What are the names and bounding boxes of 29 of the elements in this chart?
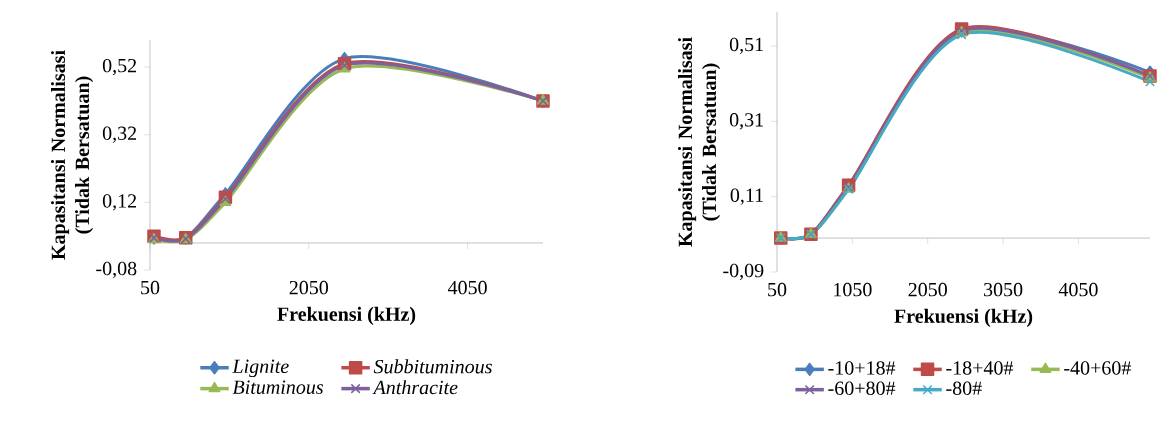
y-tick-label: -0,08 bbox=[96, 261, 137, 279]
legend-label: -10+18# bbox=[828, 361, 896, 375]
x-tick-label: 2050 bbox=[908, 282, 947, 297]
x-tick-label: 1050 bbox=[834, 282, 872, 297]
legend-label: -60+80# bbox=[828, 381, 896, 396]
x-tick-label: 50 bbox=[768, 282, 787, 297]
y-axis-title: Kapasitansi Normalisasi (Tidak Bersatuan) bbox=[51, 50, 94, 260]
x-tick-label: 2050 bbox=[289, 280, 329, 295]
legend-label: Bituminous bbox=[232, 380, 324, 394]
legend-label: -40+60# bbox=[1064, 361, 1131, 375]
x-tick-label: 50 bbox=[141, 280, 160, 295]
x-axis-title: Frekuensi (kHz) bbox=[894, 308, 1033, 327]
x-tick-label: 4050 bbox=[1058, 282, 1098, 297]
y-tick-label: -0,09 bbox=[723, 263, 764, 281]
legend-label: Anthracite bbox=[372, 380, 458, 395]
y-tick-label: 0,52 bbox=[102, 58, 137, 76]
legend-label: Subbituminous bbox=[373, 359, 492, 374]
y-axis-title: Kapasitansi Normalisasi (Tidak Bersatuan) bbox=[678, 37, 721, 247]
legend-label: -18+40# bbox=[946, 361, 1014, 375]
y-tick-label: 0,51 bbox=[729, 37, 763, 55]
x-tick-label: 3050 bbox=[984, 282, 1023, 297]
y-tick-label: 0,11 bbox=[730, 188, 763, 205]
x-axis-title: Frekuensi (kHz) bbox=[277, 306, 416, 325]
legend-label: -80# bbox=[946, 381, 982, 396]
y-tick-label: 0,31 bbox=[729, 113, 763, 130]
legend-label: Lignite bbox=[232, 359, 289, 378]
x-tick-label: 4050 bbox=[447, 280, 487, 295]
y-tick-label: 0,32 bbox=[102, 126, 137, 143]
y-tick-label: 0,12 bbox=[102, 194, 137, 211]
